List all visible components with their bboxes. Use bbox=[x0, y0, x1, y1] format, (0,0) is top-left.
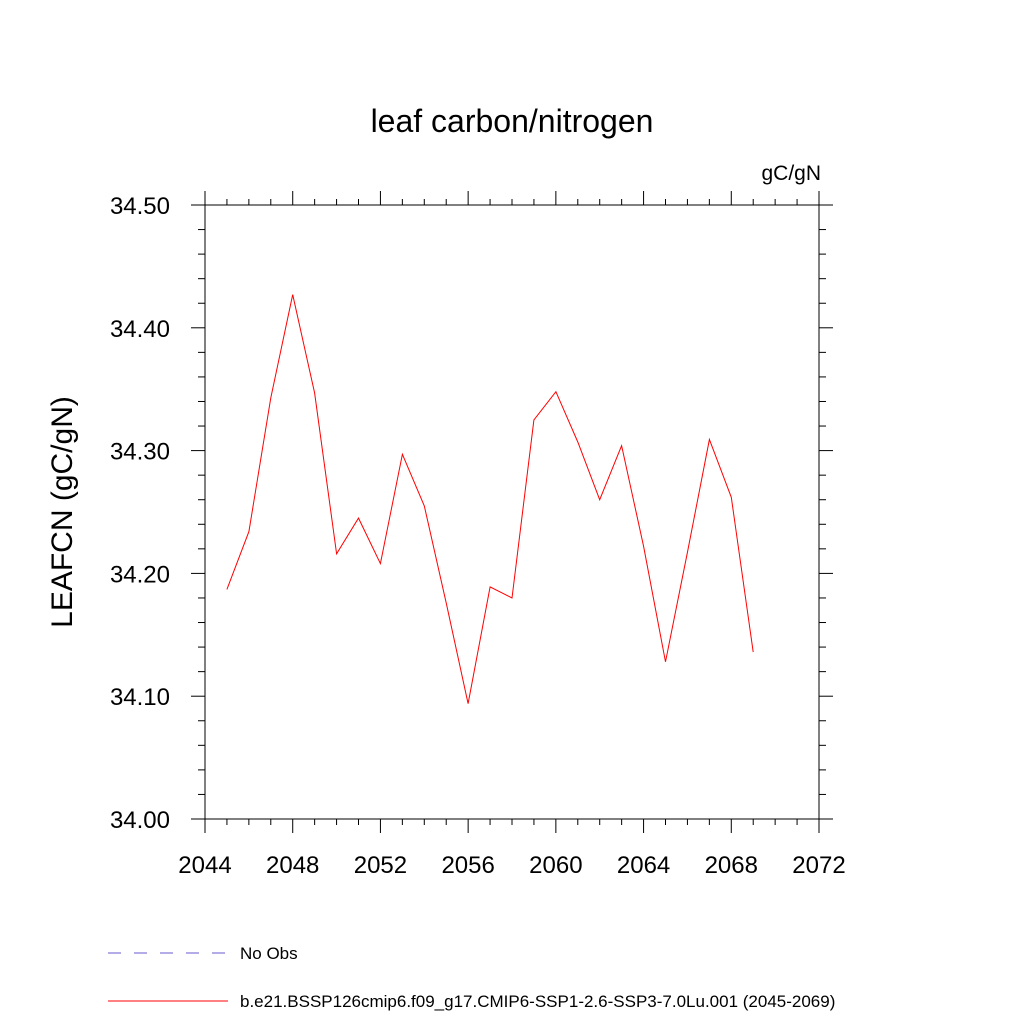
legend-label: No Obs bbox=[240, 944, 298, 963]
x-tick-label: 2064 bbox=[617, 852, 670, 879]
units-label: gC/gN bbox=[761, 162, 821, 185]
y-tick-label: 34.50 bbox=[110, 193, 170, 220]
x-tick-label: 2056 bbox=[441, 852, 494, 879]
y-tick-label: 34.20 bbox=[110, 561, 170, 588]
chart-title: leaf carbon/nitrogen bbox=[371, 103, 654, 139]
axis-ticks: 2044 2048 2052 2056 2060 2064 2068 2072 34.00 34.… bbox=[110, 191, 846, 879]
x-tick-label: 2052 bbox=[354, 852, 407, 879]
plot-frame bbox=[204, 204, 820, 820]
y-axis-label: LEAFCN (gC/gN) bbox=[46, 396, 79, 628]
x-tick-label: 2072 bbox=[792, 852, 845, 879]
x-tick-label: 2044 bbox=[178, 852, 231, 879]
x-tick-label: 2048 bbox=[266, 852, 319, 879]
y-tick-label: 34.10 bbox=[110, 684, 170, 711]
y-tick-label: 34.00 bbox=[110, 807, 170, 834]
legend-label: b.e21.BSSP126cmip6.f09_g17.CMIP6-SSP1-2.… bbox=[240, 992, 835, 1011]
x-tick-label: 2060 bbox=[529, 852, 582, 879]
series-line bbox=[226, 294, 754, 704]
y-tick-label: 34.30 bbox=[110, 439, 170, 466]
legend: No Obs b.e21.BSSP126cmip6.f09_g17.CMIP6-S… bbox=[108, 944, 835, 1011]
series-layer bbox=[226, 294, 754, 704]
x-tick-label: 2068 bbox=[705, 852, 758, 879]
y-tick-label: 34.40 bbox=[110, 316, 170, 343]
